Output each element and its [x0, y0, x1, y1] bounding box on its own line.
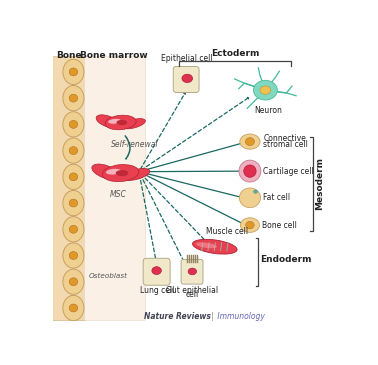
Ellipse shape: [63, 59, 84, 85]
Ellipse shape: [246, 222, 254, 229]
Ellipse shape: [196, 242, 217, 248]
Ellipse shape: [239, 188, 260, 208]
Ellipse shape: [192, 239, 237, 254]
Ellipse shape: [69, 120, 77, 128]
Ellipse shape: [254, 190, 257, 193]
Text: Bone marrow: Bone marrow: [80, 51, 147, 60]
Text: MSC: MSC: [109, 190, 126, 199]
Ellipse shape: [63, 295, 84, 320]
Ellipse shape: [244, 165, 256, 177]
Ellipse shape: [69, 225, 77, 233]
Ellipse shape: [116, 170, 129, 176]
Ellipse shape: [63, 112, 84, 137]
Ellipse shape: [69, 278, 77, 286]
Ellipse shape: [69, 199, 77, 207]
Ellipse shape: [106, 169, 121, 174]
Text: |: |: [211, 312, 214, 321]
FancyBboxPatch shape: [84, 57, 146, 320]
Text: Bone: Bone: [56, 51, 82, 60]
Text: cell: cell: [186, 290, 199, 299]
Text: Gut epithelial: Gut epithelial: [166, 286, 218, 295]
FancyBboxPatch shape: [143, 258, 170, 285]
Ellipse shape: [240, 134, 260, 149]
Ellipse shape: [63, 269, 84, 295]
Text: Lung cell: Lung cell: [140, 287, 174, 295]
Text: Muscle cell: Muscle cell: [206, 227, 248, 236]
Text: Ectoderm: Ectoderm: [211, 49, 259, 58]
Ellipse shape: [96, 115, 119, 128]
FancyArrowPatch shape: [125, 136, 130, 159]
Ellipse shape: [105, 115, 136, 130]
Ellipse shape: [108, 119, 121, 124]
Ellipse shape: [116, 120, 127, 125]
Text: Connective: Connective: [263, 134, 306, 143]
Ellipse shape: [92, 164, 119, 179]
Ellipse shape: [122, 119, 146, 129]
Ellipse shape: [63, 85, 84, 111]
Text: Bone cell: Bone cell: [262, 220, 297, 230]
FancyBboxPatch shape: [173, 66, 199, 92]
Ellipse shape: [69, 68, 77, 76]
Ellipse shape: [69, 94, 77, 102]
Ellipse shape: [102, 165, 139, 182]
Text: Mesoderm: Mesoderm: [315, 157, 324, 210]
Ellipse shape: [69, 147, 77, 154]
Text: Nature Reviews: Nature Reviews: [144, 312, 211, 321]
Ellipse shape: [63, 164, 84, 189]
Ellipse shape: [188, 268, 197, 275]
Ellipse shape: [245, 138, 254, 146]
Ellipse shape: [63, 243, 84, 268]
Text: Epithelial cell: Epithelial cell: [161, 54, 212, 64]
Ellipse shape: [69, 251, 77, 260]
Ellipse shape: [122, 169, 150, 180]
Ellipse shape: [239, 160, 261, 182]
Ellipse shape: [253, 80, 277, 100]
Ellipse shape: [63, 217, 84, 242]
Ellipse shape: [69, 173, 77, 181]
Ellipse shape: [260, 86, 271, 95]
Ellipse shape: [152, 267, 161, 274]
Ellipse shape: [240, 218, 259, 233]
Text: Osteoblast: Osteoblast: [88, 273, 127, 278]
Ellipse shape: [63, 138, 84, 163]
Text: stromal cell: stromal cell: [263, 141, 308, 150]
Text: Fat cell: Fat cell: [263, 193, 290, 202]
Ellipse shape: [182, 74, 193, 82]
Text: Immunology: Immunology: [215, 312, 264, 321]
Text: Neuron: Neuron: [254, 106, 282, 115]
FancyBboxPatch shape: [52, 57, 87, 320]
Text: Cartilage cell: Cartilage cell: [263, 166, 314, 176]
Ellipse shape: [69, 304, 77, 312]
Text: Self-renewal: Self-renewal: [111, 141, 158, 150]
FancyBboxPatch shape: [181, 260, 203, 284]
Text: Endoderm: Endoderm: [260, 255, 312, 264]
Ellipse shape: [63, 191, 84, 216]
